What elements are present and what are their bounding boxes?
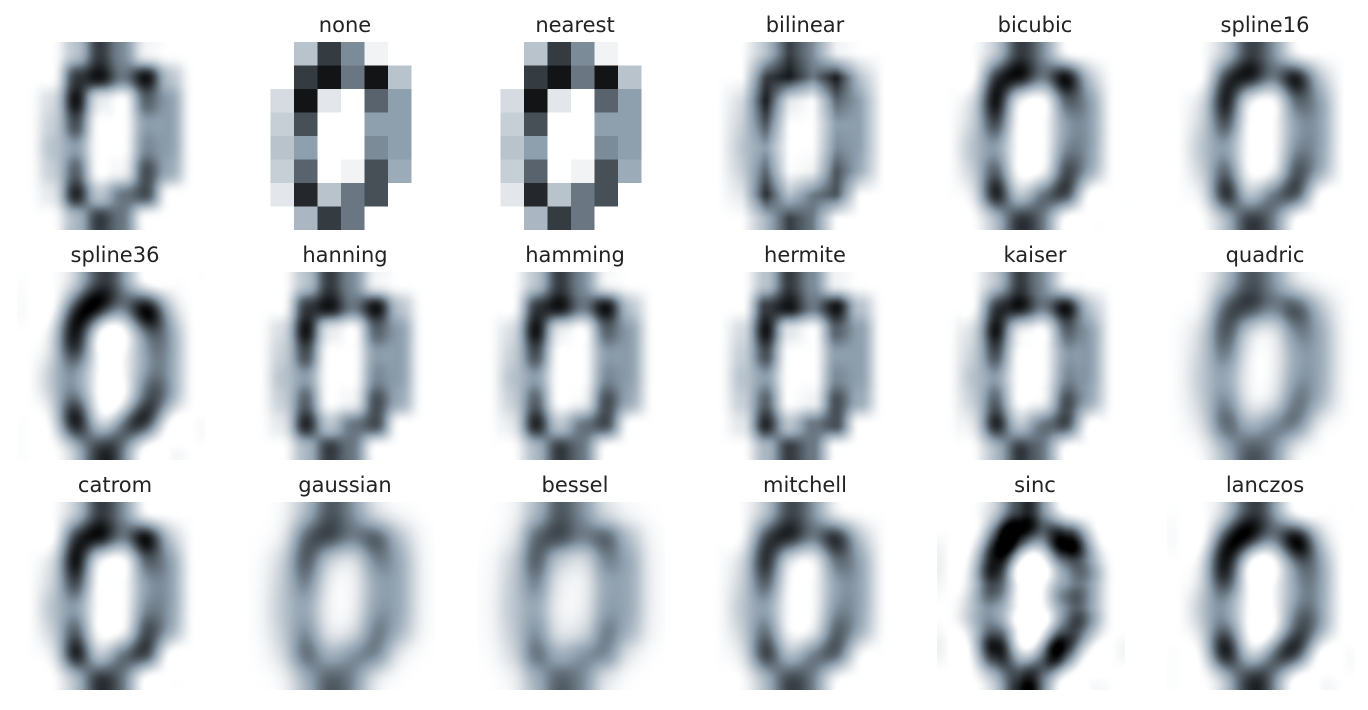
panel-hamming: hamming — [460, 238, 690, 468]
heatmap-image-original — [17, 42, 205, 230]
panel-sinc: sinc — [920, 468, 1150, 698]
panel-title: kaiser — [1003, 243, 1067, 267]
heatmap-image-bicubic — [937, 42, 1125, 230]
heatmap-image-spline16 — [1167, 42, 1355, 230]
panel-title: bilinear — [765, 13, 845, 37]
panel-title: quadric — [1225, 243, 1305, 267]
heatmap-image-hanning — [247, 272, 435, 460]
panel-gaussian: gaussian — [230, 468, 460, 698]
heatmap-image-hermite — [707, 272, 895, 460]
panel-title: lanczos — [1225, 473, 1305, 497]
heatmap-image-kaiser — [937, 272, 1125, 460]
panel-title: bicubic — [997, 13, 1073, 37]
panel-nearest: nearest — [460, 8, 690, 238]
panel-title: spline16 — [1220, 13, 1310, 37]
panel-original — [0, 8, 230, 238]
heatmap-image-none — [247, 42, 435, 230]
panel-hermite: hermite — [690, 238, 920, 468]
heatmap-image-mitchell — [707, 502, 895, 690]
panel-lanczos: lanczos — [1150, 468, 1368, 698]
heatmap-image-hamming — [477, 272, 665, 460]
panel-title: hamming — [525, 243, 625, 267]
panel-catrom: catrom — [0, 468, 230, 698]
panel-kaiser: kaiser — [920, 238, 1150, 468]
panel-bilinear: bilinear — [690, 8, 920, 238]
panel-bicubic: bicubic — [920, 8, 1150, 238]
panel-spline36: spline36 — [0, 238, 230, 468]
panel-quadric: quadric — [1150, 238, 1368, 468]
heatmap-image-sinc — [937, 502, 1125, 690]
panel-mitchell: mitchell — [690, 468, 920, 698]
panel-title: mitchell — [763, 473, 847, 497]
panel-none: none — [230, 8, 460, 238]
panel-title: spline36 — [70, 243, 160, 267]
panel-title: catrom — [77, 473, 153, 497]
panel-title: hermite — [764, 243, 846, 267]
heatmap-image-gaussian — [247, 502, 435, 690]
panel-title: gaussian — [298, 473, 392, 497]
panel-title: nearest — [535, 13, 615, 37]
heatmap-image-quadric — [1167, 272, 1355, 460]
panel-title: hanning — [302, 243, 388, 267]
heatmap-image-catrom — [17, 502, 205, 690]
panel-title: sinc — [1014, 473, 1056, 497]
panel-bessel: bessel — [460, 468, 690, 698]
heatmap-image-bilinear — [707, 42, 895, 230]
panel-spline16: spline16 — [1150, 8, 1368, 238]
heatmap-image-lanczos — [1167, 502, 1355, 690]
heatmap-image-nearest — [477, 42, 665, 230]
heatmap-image-bessel — [477, 502, 665, 690]
panel-title: none — [318, 13, 372, 37]
panel-title: bessel — [541, 473, 609, 497]
heatmap-image-spline36 — [17, 272, 205, 460]
panel-hanning: hanning — [230, 238, 460, 468]
